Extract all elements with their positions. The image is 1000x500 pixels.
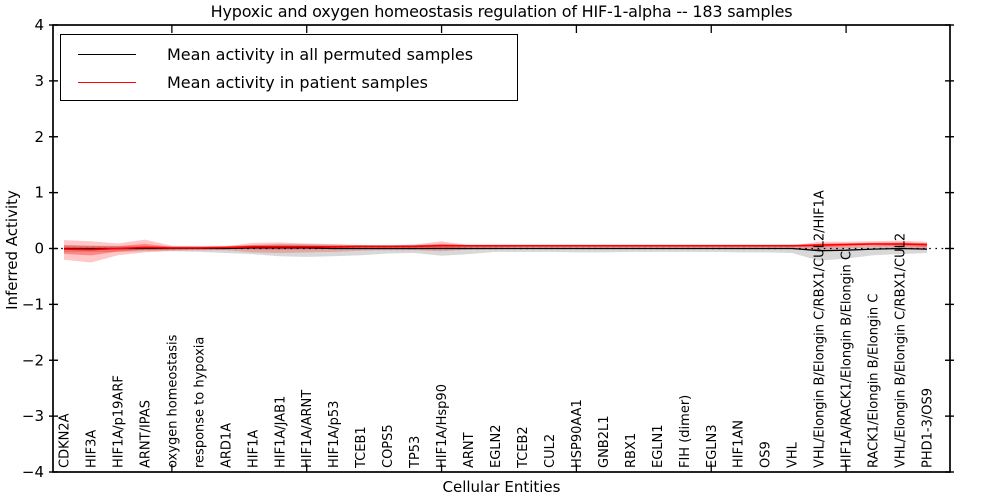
x-tick-label: oxygen homeostasis (165, 334, 180, 468)
x-axis-label: Cellular Entities (442, 478, 561, 496)
x-tick-label: HSP90AA1 (570, 399, 585, 468)
x-tick-label: HIF1A/ARNT (300, 390, 315, 468)
x-tick-label: EGLN3 (705, 424, 720, 468)
x-tick-label: RACK1/Elongin B/Elongin C (867, 294, 882, 468)
x-tick-label: ARD1A (219, 423, 234, 468)
x-tick-label: COPS5 (381, 424, 396, 468)
x-tick-label: OS9 (759, 441, 774, 468)
y-tick-label: −1 (22, 295, 44, 313)
y-tick-label: −3 (22, 407, 44, 425)
legend-label-permuted: Mean activity in all permuted samples (167, 44, 474, 64)
x-tick-label: HIF1A/p53 (327, 401, 342, 468)
x-tick-label: FIH (dimer) (678, 395, 693, 468)
y-tick-label: 2 (34, 128, 44, 146)
chart-title: Hypoxic and oxygen homeostasis regulatio… (210, 2, 793, 21)
y-tick-label: −2 (22, 351, 44, 369)
x-tick-label: PHD1-3/OS9 (921, 388, 936, 468)
x-tick-label: HIF1A (246, 430, 261, 468)
x-tick-label: HIF1AN (732, 420, 747, 468)
x-tick-label: GNB2L1 (597, 415, 612, 468)
x-tick-label: VHL/Elongin B/Elongin C/RBX1/CUL2/HIF1A (813, 190, 828, 468)
y-tick-label: −4 (22, 463, 44, 481)
x-tick-label: CDKN2A (58, 413, 73, 468)
y-tick-label: 3 (34, 72, 44, 90)
y-axis-label: Inferred Activity (3, 190, 21, 310)
x-tick-label: TP53 (408, 436, 423, 469)
legend: Mean activity in all permuted samples Me… (60, 34, 518, 101)
patient-band-outer (64, 239, 927, 263)
x-tick-label: HIF1A/p19ARF (111, 375, 126, 468)
x-tick-label: HIF1A/RACK1/Elongin B/Elongin C (840, 251, 855, 468)
permuted-line-swatch (78, 53, 136, 55)
patient-band-inner (64, 242, 927, 256)
legend-entry-permuted: Mean activity in all permuted samples (61, 40, 517, 68)
legend-label-patient: Mean activity in patient samples (167, 72, 428, 92)
patient-line-swatch (78, 81, 136, 83)
x-tick-label: HIF1A/Hsp90 (435, 384, 450, 468)
x-tick-label: CUL2 (543, 434, 558, 468)
x-tick-label: ARNT (462, 432, 477, 468)
x-tick-label: RBX1 (624, 433, 639, 468)
legend-entry-patient: Mean activity in patient samples (61, 68, 517, 96)
x-tick-label: response to hypoxia (192, 337, 207, 468)
x-tick-label: HIF1A/JAB1 (273, 396, 288, 468)
x-tick-label: HIF3A (85, 430, 100, 468)
y-tick-label: 0 (34, 240, 44, 258)
x-tick-label: EGLN2 (489, 424, 504, 468)
patient-mean-line (63, 243, 928, 251)
x-tick-label: VHL/Elongin B/Elongin C/RBX1/CUL2 (894, 233, 909, 468)
y-tick-label: 1 (34, 184, 44, 202)
x-tick-label: EGLN1 (651, 424, 666, 468)
x-tick-label: TCEB1 (354, 426, 369, 469)
x-tick-label: VHL (786, 441, 801, 468)
y-tick-label: 4 (34, 16, 44, 34)
x-tick-label: ARNT/IPAS (138, 400, 153, 468)
x-tick-label: TCEB2 (516, 426, 531, 469)
